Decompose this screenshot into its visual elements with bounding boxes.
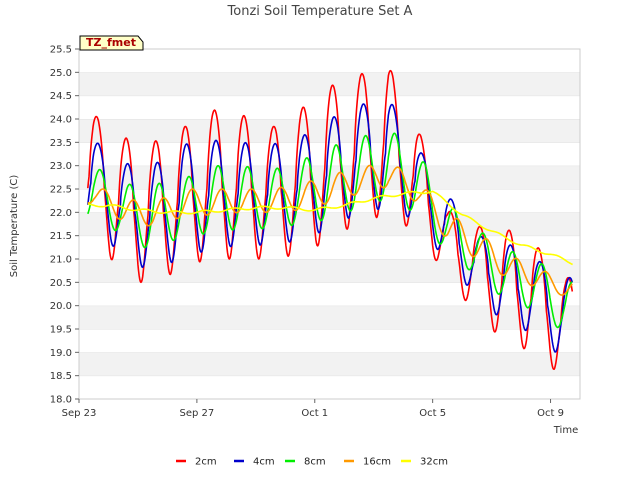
legend-label-2cm: 2cm bbox=[195, 457, 217, 468]
grid-band bbox=[79, 305, 580, 329]
grid-band bbox=[79, 95, 580, 119]
tz-fmet-tag-label: TZ_fmet bbox=[86, 36, 136, 49]
grid-band bbox=[79, 49, 580, 73]
x-tick-label: Oct 5 bbox=[419, 408, 446, 419]
grid-band bbox=[79, 282, 580, 306]
legend-label-32cm: 32cm bbox=[420, 457, 448, 468]
legend-label-8cm: 8cm bbox=[304, 457, 326, 468]
y-axis-label: Soil Temperature (C) bbox=[9, 175, 20, 278]
y-tick-label: 21.0 bbox=[50, 255, 72, 266]
series-line-8cm bbox=[87, 132, 573, 329]
x-tick-label: Sep 27 bbox=[179, 408, 214, 419]
grid-band bbox=[79, 142, 580, 166]
y-tick-label: 18.5 bbox=[50, 371, 72, 382]
y-tick-label: 25.0 bbox=[50, 68, 72, 79]
y-tick-label: 19.0 bbox=[50, 348, 72, 359]
legend: 2cm 4cm 8cm 16cm 32cm bbox=[176, 457, 448, 468]
y-tick-label: 24.5 bbox=[50, 91, 72, 102]
y-tick-label: 22.5 bbox=[50, 185, 72, 196]
y-tick-label: 25.5 bbox=[50, 45, 72, 56]
grid-band bbox=[79, 329, 580, 353]
series-line-2cm bbox=[87, 69, 574, 370]
legend-label-16cm: 16cm bbox=[363, 457, 391, 468]
y-tick-label: 21.5 bbox=[50, 231, 72, 242]
series-lines bbox=[87, 69, 574, 370]
y-tick-label: 20.5 bbox=[50, 278, 72, 289]
y-tick-label: 22.0 bbox=[50, 208, 72, 219]
series-line-16cm bbox=[87, 164, 573, 296]
y-tick-label: 23.5 bbox=[50, 138, 72, 149]
tz-fmet-tag: TZ_fmet bbox=[79, 35, 144, 51]
x-tick-label: Oct 9 bbox=[537, 408, 564, 419]
grid-band bbox=[79, 352, 580, 376]
y-tick-label: 19.5 bbox=[50, 325, 72, 336]
grid-band bbox=[79, 375, 580, 399]
y-axis-ticks: 18.0 18.5 19.0 19.5 20.0 20.5 21.0 21.5 22.0 22.5… bbox=[50, 45, 79, 406]
x-tick-label: Sep 23 bbox=[62, 408, 97, 419]
chart-title: Tonzi Soil Temperature Set A bbox=[227, 4, 413, 19]
y-tick-label: 24.0 bbox=[50, 115, 72, 126]
series-line-4cm bbox=[87, 103, 574, 353]
x-axis-label: Time bbox=[553, 425, 578, 436]
series-line-32cm bbox=[87, 190, 573, 266]
legend-label-4cm: 4cm bbox=[253, 457, 275, 468]
grid-band bbox=[79, 259, 580, 283]
y-tick-label: 18.0 bbox=[50, 395, 72, 406]
plot-frame bbox=[78, 48, 581, 400]
y-tick-label: 23.0 bbox=[50, 161, 72, 172]
grid-band bbox=[79, 72, 580, 96]
y-tick-label: 20.0 bbox=[50, 301, 72, 312]
x-axis-ticks: Sep 23 Sep 27 Oct 1 Oct 5 Oct 9 bbox=[62, 399, 564, 419]
x-tick-label: Oct 1 bbox=[301, 408, 328, 419]
